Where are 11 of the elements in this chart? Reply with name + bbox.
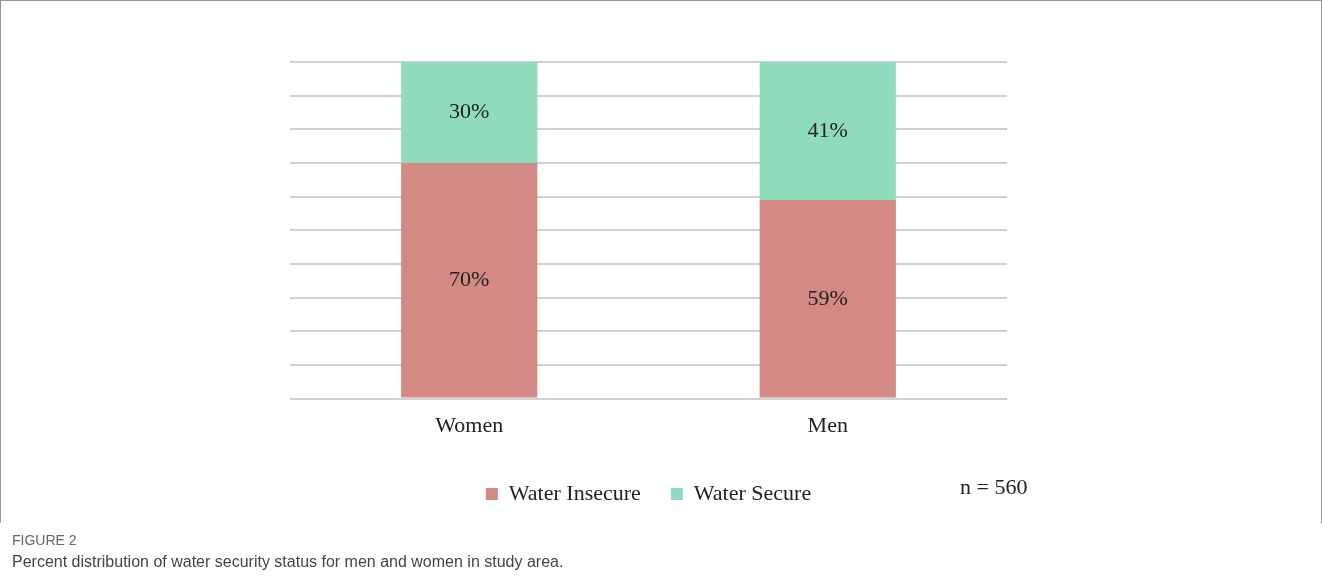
text: n = 560 — [960, 473, 1028, 499]
x-tick-label: Men — [807, 411, 848, 437]
data-label: 59% — [807, 284, 848, 310]
data-label: 41% — [807, 116, 848, 142]
text: Percent distribution of water security status for men and women in study area. — [12, 553, 564, 571]
legend-label: Water Insecure — [508, 479, 641, 505]
x-tick-label: Women — [435, 411, 504, 437]
data-label: 70% — [449, 266, 490, 292]
legend-label: Water Secure — [693, 479, 812, 505]
data-label: 30% — [449, 98, 490, 124]
caption: FIGURE 2 — [12, 532, 77, 548]
